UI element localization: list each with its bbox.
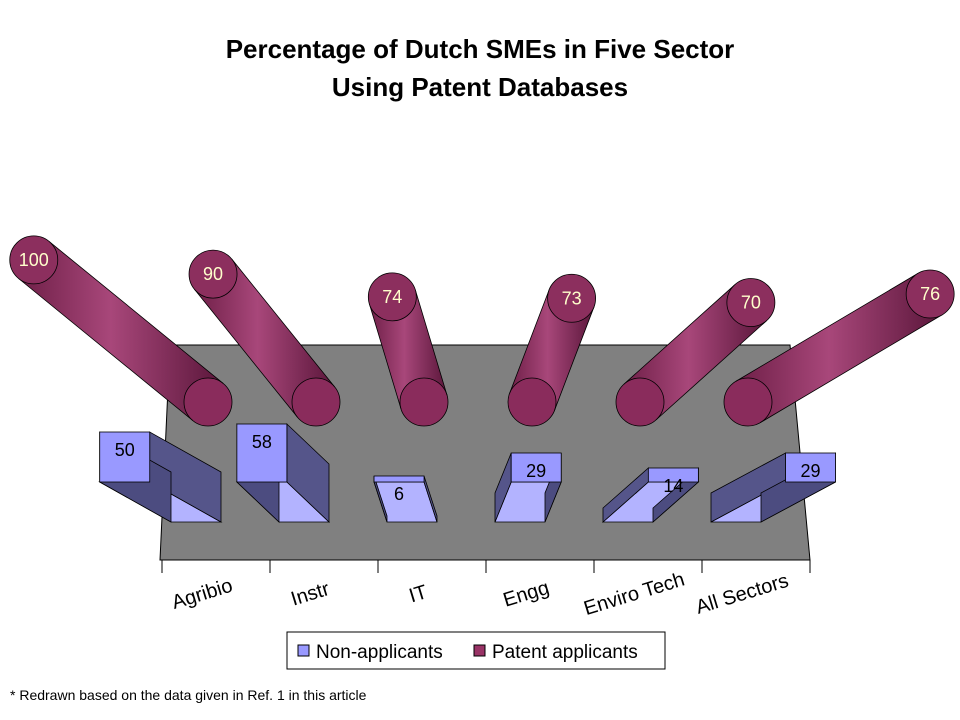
data-label-patent-applicants-all-sectors: 76 bbox=[920, 284, 940, 304]
legend: Non-applicants Patent applicants bbox=[287, 632, 665, 669]
x-axis-label-it: IT bbox=[407, 581, 430, 607]
footnote: * Redrawn based on the data given in Ref… bbox=[10, 687, 366, 703]
legend-label-non-applicants: Non-applicants bbox=[316, 642, 443, 663]
legend-label-patent-applicants: Patent applicants bbox=[492, 642, 638, 663]
data-label-patent-applicants-engg: 73 bbox=[562, 288, 582, 308]
data-label-non-applicants-enviro-tech: 14 bbox=[663, 476, 683, 496]
data-label-non-applicants-agribio: 50 bbox=[115, 440, 135, 460]
data-label-patent-applicants-agribio: 100 bbox=[19, 250, 49, 270]
legend-swatch-patent-applicants bbox=[474, 645, 485, 656]
data-label-non-applicants-it: 6 bbox=[394, 484, 404, 504]
x-axis-label-all-sectors: All Sectors bbox=[693, 570, 791, 619]
bar-patent-applicants-it-base bbox=[400, 378, 448, 426]
bar-non-applicants-it-front bbox=[374, 476, 424, 482]
chart-title-line-2: Using Patent Databases bbox=[332, 72, 628, 102]
x-axis-label-enviro-tech: Enviro Tech bbox=[581, 569, 687, 620]
data-label-patent-applicants-instr: 90 bbox=[203, 264, 223, 284]
data-label-patent-applicants-enviro-tech: 70 bbox=[741, 293, 761, 313]
legend-swatch-non-applicants bbox=[298, 645, 309, 656]
data-label-patent-applicants-it: 74 bbox=[382, 287, 402, 307]
x-axis-label-engg: Engg bbox=[501, 577, 552, 612]
bar-patent-applicants-engg-base bbox=[508, 378, 556, 426]
chart-title-line-1: Percentage of Dutch SMEs in Five Sector bbox=[226, 34, 735, 64]
data-label-non-applicants-engg: 29 bbox=[526, 461, 546, 481]
data-label-non-applicants-instr: 58 bbox=[252, 432, 272, 452]
x-axis-label-instr: Instr bbox=[288, 578, 332, 611]
x-axis-ticks bbox=[162, 560, 810, 573]
x-axis-category-labels: Agribio Instr IT Engg Enviro TechAll Sectors bbox=[169, 569, 791, 620]
x-axis-label-agribio: Agribio bbox=[169, 575, 235, 614]
bar-patent-applicants-all-sectors-base bbox=[724, 378, 772, 426]
data-label-non-applicants-all-sectors: 29 bbox=[801, 461, 821, 481]
